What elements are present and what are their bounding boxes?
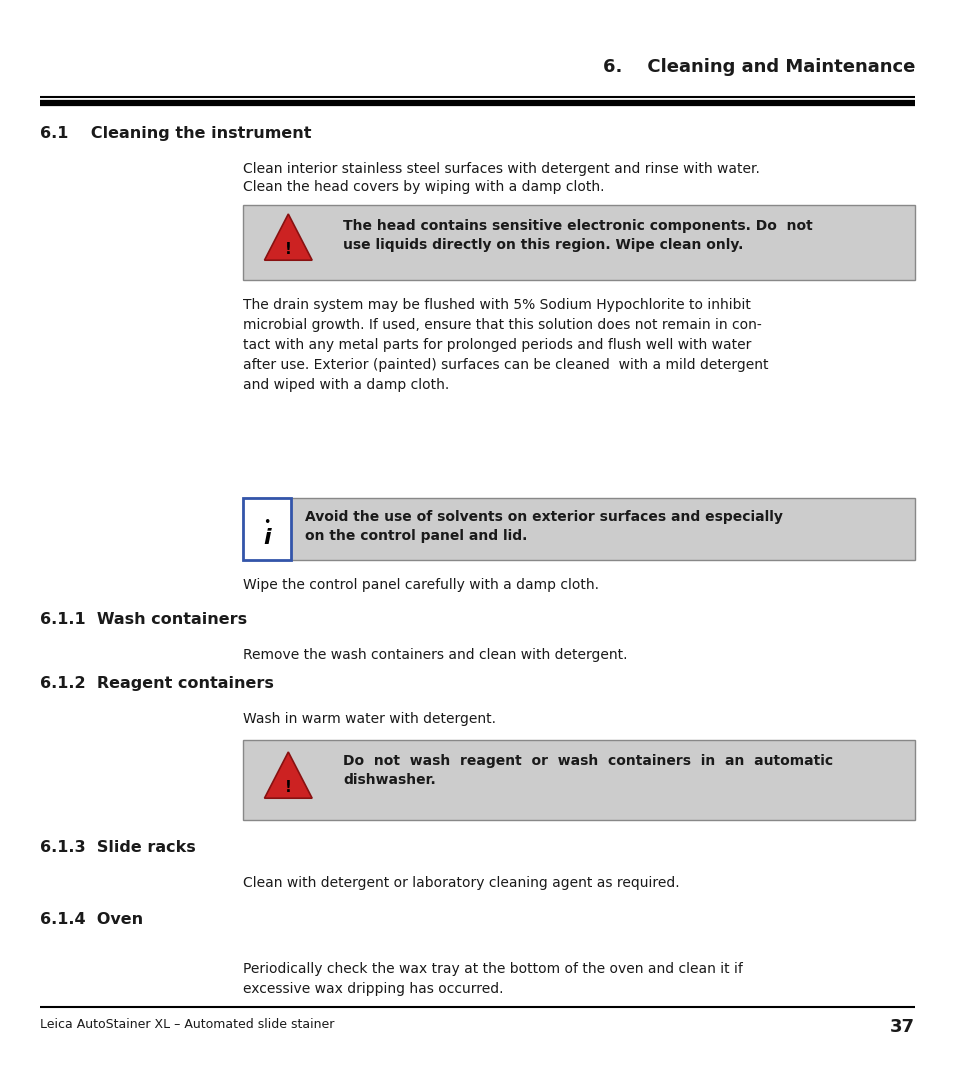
Text: dishwasher.: dishwasher. (343, 773, 436, 787)
FancyBboxPatch shape (243, 205, 914, 280)
Text: The drain system may be flushed with 5% Sodium Hypochlorite to inhibit: The drain system may be flushed with 5% … (243, 298, 750, 312)
Text: Leica AutoStainer XL – Automated slide stainer: Leica AutoStainer XL – Automated slide s… (40, 1018, 335, 1031)
Text: microbial growth. If used, ensure that this solution does not remain in con-: microbial growth. If used, ensure that t… (243, 318, 761, 332)
Text: The head contains sensitive electronic components. Do  not: The head contains sensitive electronic c… (343, 219, 812, 233)
Polygon shape (264, 752, 312, 798)
Text: 6.    Cleaning and Maintenance: 6. Cleaning and Maintenance (602, 58, 914, 76)
Text: Clean the head covers by wiping with a damp cloth.: Clean the head covers by wiping with a d… (243, 180, 604, 194)
Text: Wipe the control panel carefully with a damp cloth.: Wipe the control panel carefully with a … (243, 578, 598, 592)
Text: Avoid the use of solvents on exterior surfaces and especially: Avoid the use of solvents on exterior su… (305, 510, 782, 524)
Text: tact with any metal parts for prolonged periods and flush well with water: tact with any metal parts for prolonged … (243, 338, 751, 352)
Text: Wash in warm water with detergent.: Wash in warm water with detergent. (243, 712, 496, 726)
Text: use liquids directly on this region. Wipe clean only.: use liquids directly on this region. Wip… (343, 238, 743, 252)
Text: 6.1.1  Wash containers: 6.1.1 Wash containers (40, 612, 247, 627)
Text: 6.1.3  Slide racks: 6.1.3 Slide racks (40, 840, 195, 855)
Text: Remove the wash containers and clean with detergent.: Remove the wash containers and clean wit… (243, 648, 627, 662)
Text: 6.1.4  Oven: 6.1.4 Oven (40, 912, 143, 927)
Text: Clean interior stainless steel surfaces with detergent and rinse with water.: Clean interior stainless steel surfaces … (243, 162, 760, 176)
Text: excessive wax dripping has occurred.: excessive wax dripping has occurred. (243, 982, 503, 996)
Text: Do  not  wash  reagent  or  wash  containers  in  an  automatic: Do not wash reagent or wash containers i… (343, 754, 833, 768)
Polygon shape (264, 214, 312, 260)
Text: Clean with detergent or laboratory cleaning agent as required.: Clean with detergent or laboratory clean… (243, 876, 679, 890)
FancyBboxPatch shape (243, 498, 914, 561)
Text: after use. Exterior (painted) surfaces can be cleaned  with a mild detergent: after use. Exterior (painted) surfaces c… (243, 357, 768, 372)
Text: on the control panel and lid.: on the control panel and lid. (305, 529, 527, 543)
Text: !: ! (285, 780, 292, 795)
Text: 6.1    Cleaning the instrument: 6.1 Cleaning the instrument (40, 126, 312, 141)
Text: 6.1.2  Reagent containers: 6.1.2 Reagent containers (40, 676, 274, 691)
FancyBboxPatch shape (243, 498, 291, 561)
Text: and wiped with a damp cloth.: and wiped with a damp cloth. (243, 378, 449, 392)
Text: i: i (263, 528, 271, 548)
Text: Periodically check the wax tray at the bottom of the oven and clean it if: Periodically check the wax tray at the b… (243, 962, 742, 976)
Text: 37: 37 (889, 1018, 914, 1036)
Text: !: ! (285, 242, 292, 256)
Text: •: • (263, 516, 271, 529)
FancyBboxPatch shape (243, 740, 914, 820)
